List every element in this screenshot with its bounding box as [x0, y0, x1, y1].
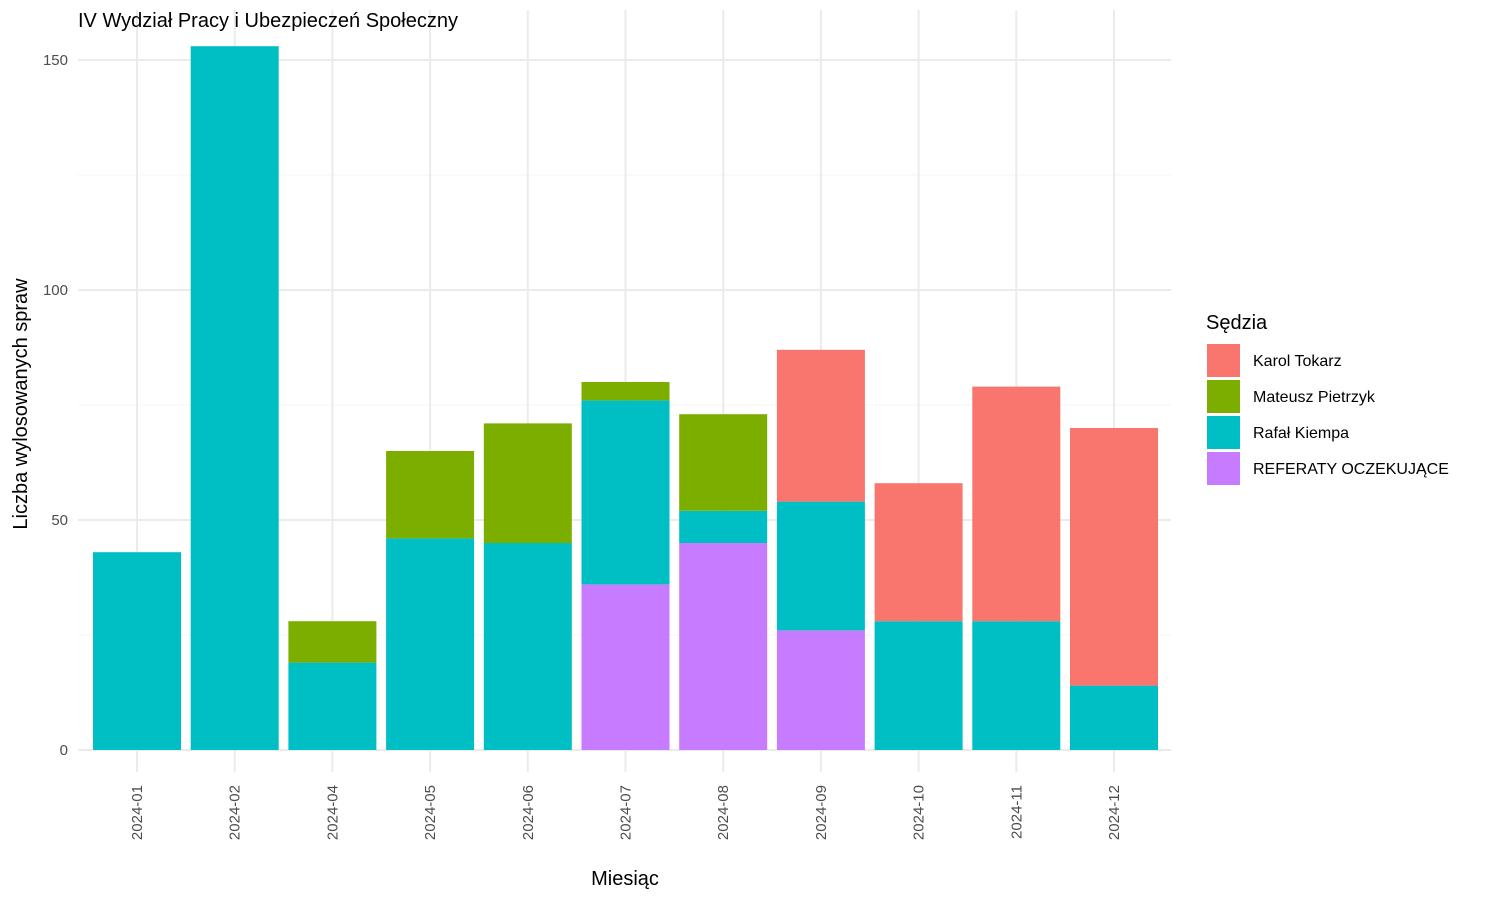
legend-label: Karol Tokarz	[1253, 353, 1342, 370]
legend-key	[1207, 380, 1240, 413]
x-tick-label: 2024-12	[1106, 785, 1123, 840]
legend-label: Mateusz Pietrzyk	[1253, 389, 1376, 406]
bar-segment	[776, 501, 865, 631]
x-tick-label: 2024-05	[422, 785, 439, 840]
x-tick-label: 2024-11	[1008, 785, 1025, 839]
legend: Sędzia Karol Tokarz Mateusz Pietrzyk Rafał…	[1206, 312, 1449, 485]
bar-segment	[190, 46, 279, 750]
bar-segment	[972, 386, 1061, 622]
x-axis-ticks: 2024-01 2024-02 2024-04 2024-05 2024-06 2024-…	[129, 785, 1123, 840]
bar-segment	[874, 483, 963, 622]
bar-segment	[288, 621, 377, 663]
bar-segment	[581, 400, 670, 585]
y-tick-label: 150	[43, 52, 68, 69]
legend-key	[1207, 344, 1240, 377]
x-tick-label: 2024-01	[129, 785, 146, 840]
y-axis-title: Liczba wylosowanych spraw	[10, 278, 32, 530]
bar-segment	[581, 382, 670, 401]
y-tick-label: 50	[51, 512, 68, 529]
legend-key	[1207, 416, 1240, 449]
chart-title: IV Wydział Pracy i Ubezpieczeń Społeczny	[78, 10, 458, 32]
legend-key	[1207, 452, 1240, 485]
x-tick-label: 2024-06	[520, 785, 537, 840]
bar-segment	[1070, 685, 1158, 750]
bar-segment	[874, 621, 963, 750]
bars	[93, 46, 1158, 750]
bar-segment	[972, 621, 1061, 750]
bar-segment	[386, 538, 475, 750]
legend-label: Rafał Kiempa	[1253, 425, 1349, 442]
y-axis-ticks: 0 50 100 150	[43, 52, 68, 759]
y-tick-label: 0	[60, 742, 68, 759]
x-tick-label: 2024-09	[813, 785, 830, 840]
bar-segment	[679, 510, 768, 543]
bar-segment	[776, 349, 865, 502]
bar-segment	[679, 414, 768, 511]
bar-segment	[288, 662, 377, 750]
y-tick-label: 100	[43, 282, 68, 299]
bar-segment	[581, 584, 670, 750]
x-tick-label: 2024-07	[618, 785, 635, 840]
bar-segment	[679, 543, 768, 750]
bar-segment	[776, 630, 865, 750]
bar-segment	[386, 451, 475, 539]
x-tick-label: 2024-10	[911, 785, 928, 840]
legend-title: Sędzia	[1206, 312, 1268, 334]
x-tick-label: 2024-02	[227, 785, 244, 840]
bar-segment	[1070, 428, 1158, 686]
bar-segment	[93, 552, 181, 750]
bar-segment	[483, 543, 572, 750]
bar-segment	[483, 423, 572, 543]
x-tick-label: 2024-08	[715, 785, 732, 840]
legend-label: REFERATY OCZEKUJĄCE	[1253, 461, 1449, 478]
x-tick-label: 2024-04	[324, 785, 341, 840]
x-axis-title: Miesiąc	[591, 868, 659, 890]
